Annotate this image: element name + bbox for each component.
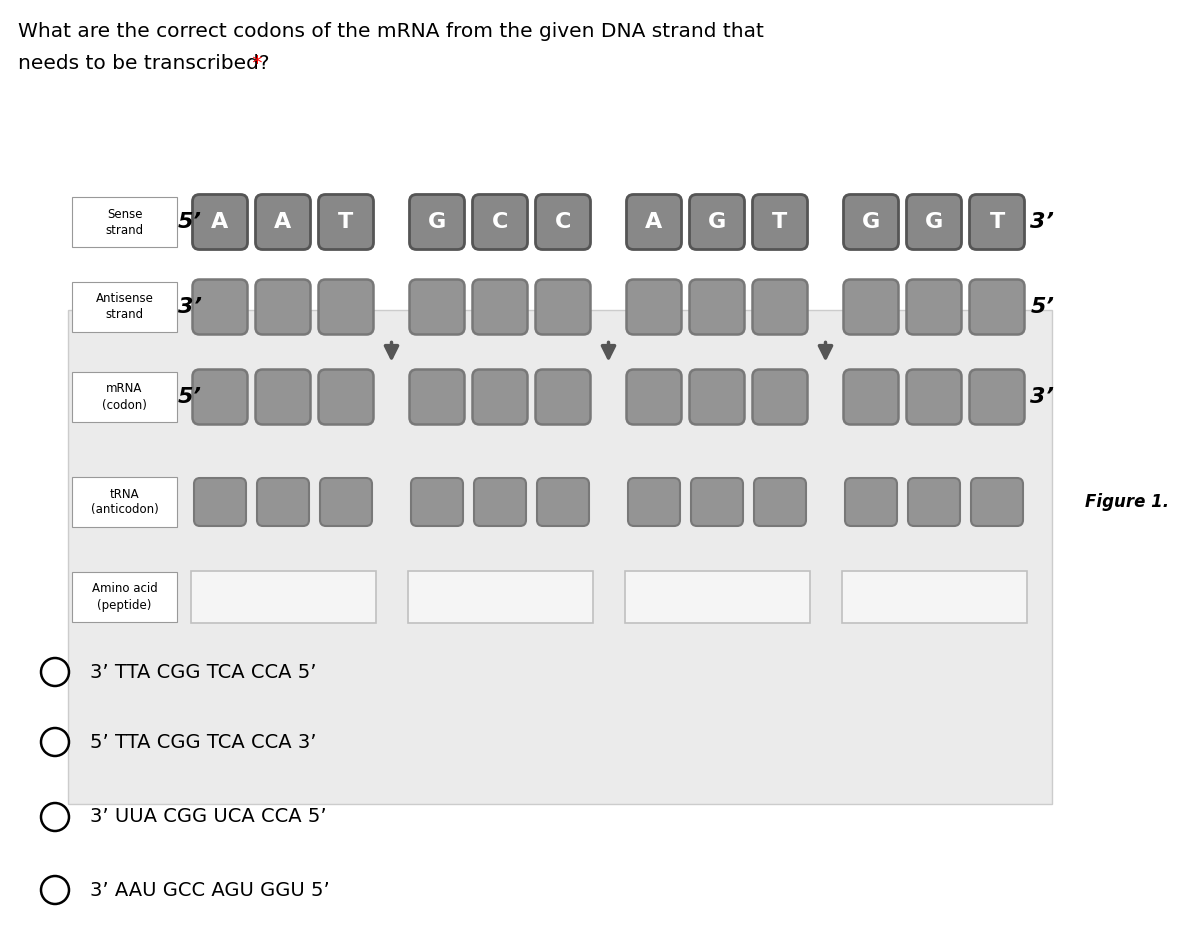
- FancyBboxPatch shape: [68, 310, 1052, 804]
- Text: 5’: 5’: [178, 387, 202, 407]
- FancyBboxPatch shape: [538, 478, 589, 526]
- FancyBboxPatch shape: [535, 280, 590, 334]
- Text: G: G: [428, 212, 446, 232]
- Text: T: T: [338, 212, 354, 232]
- Text: 3’ TTA CGG TCA CCA 5’: 3’ TTA CGG TCA CCA 5’: [90, 663, 317, 682]
- FancyBboxPatch shape: [72, 372, 178, 422]
- FancyBboxPatch shape: [257, 478, 310, 526]
- Text: A: A: [211, 212, 229, 232]
- FancyBboxPatch shape: [318, 194, 373, 249]
- Text: 3’ AAU GCC AGU GGU 5’: 3’ AAU GCC AGU GGU 5’: [90, 881, 330, 900]
- FancyBboxPatch shape: [72, 572, 178, 622]
- FancyBboxPatch shape: [191, 571, 376, 623]
- Text: Figure 1.: Figure 1.: [1085, 493, 1169, 511]
- Text: G: G: [708, 212, 726, 232]
- FancyBboxPatch shape: [971, 478, 1022, 526]
- Text: G: G: [862, 212, 880, 232]
- FancyBboxPatch shape: [970, 280, 1025, 334]
- FancyBboxPatch shape: [409, 194, 464, 249]
- FancyBboxPatch shape: [626, 369, 682, 425]
- FancyBboxPatch shape: [628, 478, 680, 526]
- Text: 5’: 5’: [178, 212, 202, 232]
- Text: G: G: [925, 212, 943, 232]
- FancyBboxPatch shape: [970, 194, 1025, 249]
- Text: *: *: [246, 54, 263, 73]
- FancyBboxPatch shape: [72, 477, 178, 527]
- FancyBboxPatch shape: [970, 369, 1025, 425]
- Text: 3’ UUA CGG UCA CCA 5’: 3’ UUA CGG UCA CCA 5’: [90, 807, 326, 826]
- Text: mRNA
(codon): mRNA (codon): [102, 383, 146, 411]
- FancyBboxPatch shape: [320, 478, 372, 526]
- FancyBboxPatch shape: [844, 369, 899, 425]
- FancyBboxPatch shape: [535, 194, 590, 249]
- FancyBboxPatch shape: [691, 478, 743, 526]
- FancyBboxPatch shape: [72, 282, 178, 332]
- Text: C: C: [492, 212, 508, 232]
- Text: tRNA
(anticodon): tRNA (anticodon): [91, 487, 158, 517]
- FancyBboxPatch shape: [535, 369, 590, 425]
- FancyBboxPatch shape: [845, 478, 898, 526]
- FancyBboxPatch shape: [192, 194, 247, 249]
- FancyBboxPatch shape: [690, 194, 744, 249]
- FancyBboxPatch shape: [906, 280, 961, 334]
- FancyBboxPatch shape: [473, 280, 528, 334]
- FancyBboxPatch shape: [194, 478, 246, 526]
- FancyBboxPatch shape: [256, 369, 311, 425]
- Text: A: A: [646, 212, 662, 232]
- FancyBboxPatch shape: [409, 280, 464, 334]
- FancyBboxPatch shape: [410, 478, 463, 526]
- FancyBboxPatch shape: [844, 280, 899, 334]
- FancyBboxPatch shape: [256, 194, 311, 249]
- FancyBboxPatch shape: [626, 194, 682, 249]
- Text: T: T: [989, 212, 1004, 232]
- FancyBboxPatch shape: [72, 197, 178, 247]
- FancyBboxPatch shape: [906, 369, 961, 425]
- FancyBboxPatch shape: [626, 280, 682, 334]
- FancyBboxPatch shape: [256, 280, 311, 334]
- FancyBboxPatch shape: [906, 194, 961, 249]
- Text: Amino acid
(peptide): Amino acid (peptide): [91, 583, 157, 611]
- FancyBboxPatch shape: [752, 280, 808, 334]
- FancyBboxPatch shape: [474, 478, 526, 526]
- FancyBboxPatch shape: [690, 280, 744, 334]
- FancyBboxPatch shape: [318, 369, 373, 425]
- FancyBboxPatch shape: [752, 369, 808, 425]
- FancyBboxPatch shape: [192, 369, 247, 425]
- FancyBboxPatch shape: [690, 369, 744, 425]
- Text: 3’: 3’: [178, 297, 202, 317]
- FancyBboxPatch shape: [192, 280, 247, 334]
- FancyBboxPatch shape: [841, 571, 1026, 623]
- Text: What are the correct codons of the mRNA from the given DNA strand that: What are the correct codons of the mRNA …: [18, 22, 764, 41]
- FancyBboxPatch shape: [844, 194, 899, 249]
- Text: A: A: [275, 212, 292, 232]
- Text: C: C: [554, 212, 571, 232]
- FancyBboxPatch shape: [318, 280, 373, 334]
- FancyBboxPatch shape: [624, 571, 810, 623]
- FancyBboxPatch shape: [409, 369, 464, 425]
- Text: 3’: 3’: [1031, 212, 1055, 232]
- Text: T: T: [773, 212, 787, 232]
- FancyBboxPatch shape: [408, 571, 593, 623]
- Text: Sense
strand: Sense strand: [106, 208, 144, 236]
- FancyBboxPatch shape: [752, 194, 808, 249]
- Text: 5’ TTA CGG TCA CCA 3’: 5’ TTA CGG TCA CCA 3’: [90, 732, 317, 751]
- FancyBboxPatch shape: [908, 478, 960, 526]
- FancyBboxPatch shape: [473, 369, 528, 425]
- Text: 3’: 3’: [1031, 387, 1055, 407]
- FancyBboxPatch shape: [473, 194, 528, 249]
- Text: needs to be transcribed?: needs to be transcribed?: [18, 54, 270, 73]
- Text: Antisense
strand: Antisense strand: [96, 292, 154, 322]
- FancyBboxPatch shape: [754, 478, 806, 526]
- Text: 5’: 5’: [1031, 297, 1055, 317]
